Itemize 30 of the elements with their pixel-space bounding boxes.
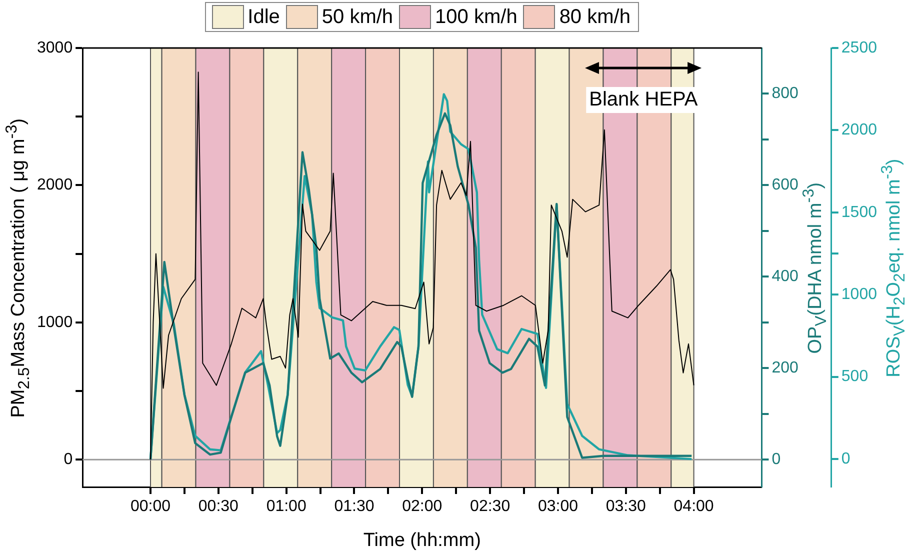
legend-label: 80 km/h (559, 6, 630, 28)
y3-tick-label: 2000 (841, 122, 878, 139)
y-tick-label: 3000 (37, 39, 73, 56)
x-axis-title: Time (hh:mm) (363, 530, 481, 551)
x-tick-label: 00:30 (198, 498, 239, 516)
y2-tick-label: 0 (772, 450, 781, 468)
annotation: Blank HEPA (589, 88, 698, 111)
legend-label: 100 km/h (435, 6, 518, 28)
x-tick-label: 01:30 (334, 498, 374, 516)
y2-tick-label: 200 (772, 360, 799, 377)
y3-tick-label: 1500 (841, 204, 878, 221)
y-tick-label: 2000 (37, 176, 73, 194)
x-tick-label: 04:00 (674, 498, 714, 516)
y3-tick-label: 500 (841, 368, 868, 386)
x-tick-label: 02:00 (402, 498, 442, 516)
x-tick-label: 00:00 (130, 498, 171, 516)
y3-tick-label: 1000 (841, 286, 878, 304)
x-tick-label: 03:00 (538, 498, 578, 516)
legend-label: 50 km/h (322, 6, 394, 28)
y3-tick-label: 2500 (841, 39, 878, 56)
x-tick-label: 03:30 (606, 498, 646, 516)
y2-tick-label: 600 (772, 176, 799, 194)
x-tick-label: 01:00 (266, 498, 306, 516)
y-tick-label: 1000 (37, 314, 73, 331)
y-tick-label: 0 (64, 450, 73, 468)
y3-tick-label: 0 (841, 450, 850, 468)
y2-tick-label: 800 (772, 85, 799, 102)
legend-label: Idle (248, 6, 280, 28)
x-tick-label: 02:30 (470, 498, 510, 516)
y2-tick-label: 400 (772, 268, 799, 286)
